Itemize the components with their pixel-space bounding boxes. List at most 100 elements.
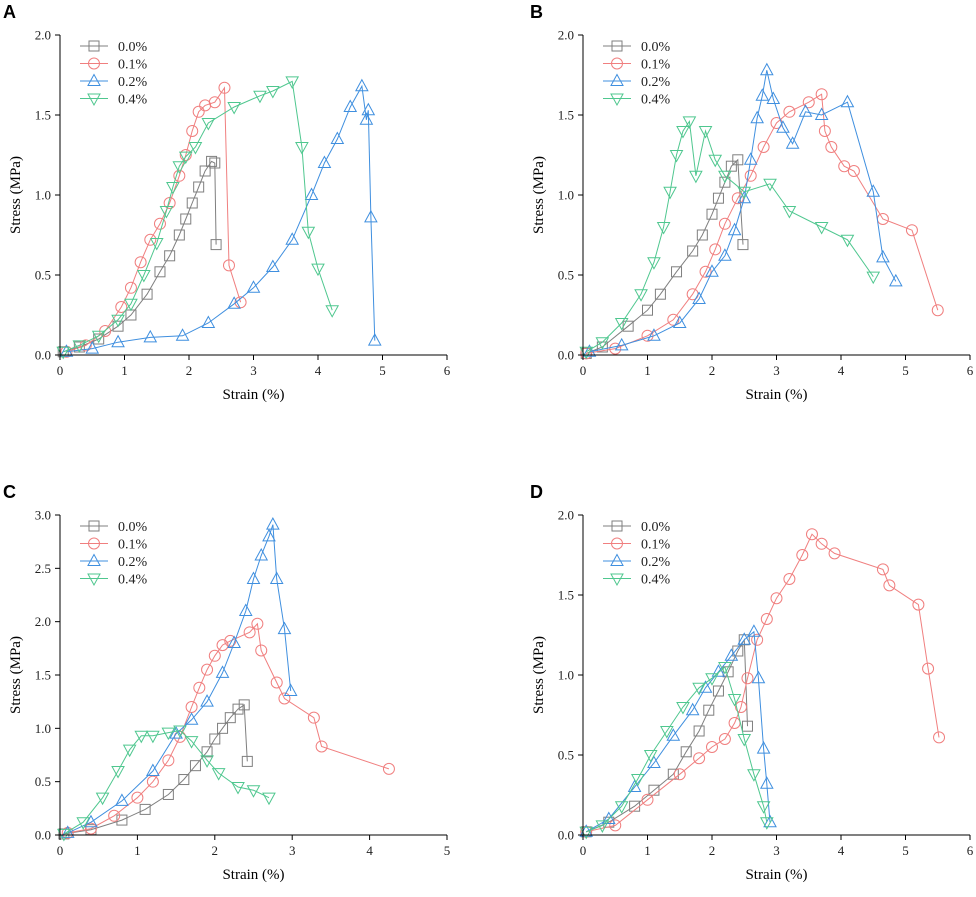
- data-point: [146, 730, 160, 744]
- data-point: [311, 263, 325, 277]
- data-point: [680, 746, 692, 758]
- data-point: [838, 160, 851, 173]
- y-tick-label: 0.5: [558, 748, 574, 763]
- series-line-3: [585, 119, 874, 353]
- series-line-2: [589, 70, 897, 353]
- data-point: [737, 190, 752, 204]
- data-point: [614, 318, 629, 331]
- data-point: [744, 169, 757, 182]
- data-point: [776, 120, 790, 133]
- y-tick-label: 0.5: [558, 268, 574, 283]
- data-point: [178, 774, 190, 786]
- y-tick-label: 2.0: [35, 614, 51, 629]
- data-point: [866, 271, 881, 285]
- data-point: [238, 699, 250, 711]
- data-point: [727, 222, 742, 236]
- data-point: [200, 755, 214, 768]
- data-point: [60, 825, 75, 838]
- data-point: [641, 793, 654, 806]
- legend-label: 0.0%: [118, 40, 148, 55]
- legend-marker: [87, 73, 101, 86]
- y-tick-label: 1.5: [558, 108, 574, 123]
- data-point: [815, 537, 828, 550]
- legend-marker: [611, 40, 623, 52]
- data-point: [711, 664, 726, 677]
- data-point: [582, 344, 597, 357]
- series-line-2: [67, 524, 292, 834]
- legend-label: 0.4%: [641, 573, 671, 588]
- data-point: [614, 801, 629, 814]
- data-point: [262, 528, 276, 542]
- data-point: [278, 692, 291, 705]
- data-point: [172, 161, 187, 174]
- data-point: [154, 266, 166, 278]
- x-tick-label: 0: [57, 363, 64, 378]
- data-point: [186, 197, 198, 209]
- data-point: [382, 762, 395, 775]
- data-point: [692, 291, 706, 304]
- data-point: [137, 270, 151, 283]
- data-point: [295, 142, 309, 155]
- data-point: [307, 711, 320, 724]
- panel-letter: D: [530, 482, 543, 502]
- data-point: [124, 298, 138, 312]
- data-point: [718, 170, 732, 184]
- data-point: [266, 86, 280, 99]
- data-point: [179, 149, 192, 161]
- data-point: [115, 793, 129, 806]
- data-point: [175, 328, 190, 341]
- data-point: [330, 131, 345, 144]
- data-point: [643, 750, 658, 763]
- data-point: [682, 116, 697, 129]
- chart-panel-b: B 0 1 2 3 4 5 6 0.0 0.5 1.0 1.5 2.0 Strain (%) Stress …: [530, 2, 974, 403]
- panel-letter: A: [3, 2, 16, 22]
- data-point: [759, 817, 774, 830]
- data-point: [206, 155, 218, 167]
- data-point: [676, 702, 690, 715]
- x-tick-label: 2: [709, 843, 716, 858]
- data-point: [201, 663, 214, 676]
- panel-letter: B: [530, 2, 543, 22]
- legend-label: 0.4%: [641, 93, 671, 108]
- data-point: [685, 702, 700, 716]
- data-point: [666, 728, 681, 741]
- data-point: [595, 820, 610, 833]
- data-point: [164, 250, 176, 262]
- data-point: [647, 328, 661, 341]
- data-point: [266, 517, 280, 530]
- y-axis-title: Stress (MPa): [8, 636, 24, 714]
- legend-marker: [610, 573, 624, 587]
- legend-label: 0.0%: [641, 40, 671, 55]
- x-tick-label: 0: [57, 843, 64, 858]
- x-tick-label: 1: [121, 363, 128, 378]
- data-point: [317, 155, 332, 168]
- data-point: [614, 337, 629, 351]
- data-point: [757, 141, 770, 153]
- chart-panel-a: A 0 1 2 3 4 5 6 0.0 0.5 1.0 1.5 2.0 Strain (%) Stress …: [3, 2, 451, 403]
- data-point: [828, 547, 841, 560]
- series-line-0: [586, 638, 748, 833]
- data-point: [232, 703, 244, 715]
- data-point: [705, 673, 719, 686]
- x-tick-label: 1: [644, 843, 651, 858]
- data-point: [905, 224, 918, 237]
- data-point: [301, 226, 316, 240]
- data-point: [254, 547, 269, 561]
- data-point: [162, 754, 175, 767]
- data-point: [143, 329, 158, 343]
- x-tick-label: 4: [838, 363, 845, 378]
- data-point: [731, 192, 744, 205]
- data-point: [741, 672, 754, 685]
- data-point: [76, 817, 91, 830]
- data-point: [718, 248, 732, 261]
- legend-label: 0.1%: [118, 58, 148, 73]
- data-point: [814, 107, 829, 120]
- data-point: [361, 102, 376, 116]
- x-tick-label: 3: [289, 843, 296, 858]
- data-point: [193, 181, 205, 193]
- data-point: [805, 528, 818, 541]
- data-point: [802, 96, 815, 109]
- data-point: [756, 741, 771, 754]
- data-point: [111, 314, 125, 328]
- data-point: [737, 734, 752, 747]
